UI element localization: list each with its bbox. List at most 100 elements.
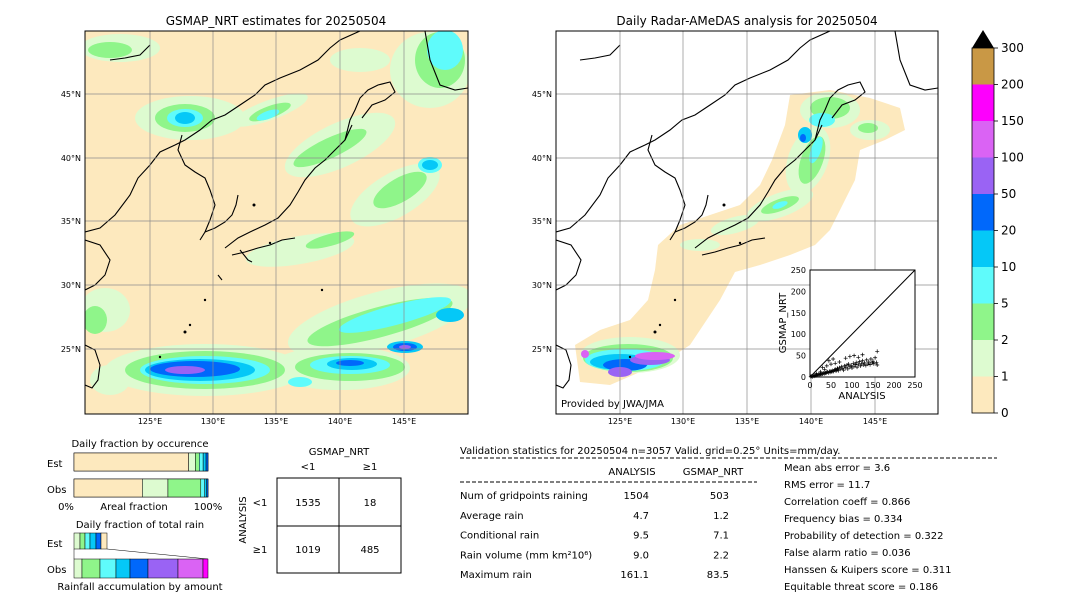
scatter-point bbox=[862, 360, 867, 365]
scatter-point bbox=[866, 360, 871, 365]
scatter-point bbox=[865, 362, 870, 367]
stats-score: Probability of detection = 0.322 bbox=[784, 531, 943, 542]
stats-rows: Num of gridpoints raining 1504 503 Average … bbox=[460, 491, 729, 581]
scatter-point bbox=[838, 367, 843, 372]
right-map-islands bbox=[628, 203, 742, 359]
occurrence-bar-segment bbox=[188, 452, 196, 472]
contingency-cell-01: 18 bbox=[364, 498, 377, 509]
right-map-lon-tick: 145°E bbox=[863, 417, 887, 426]
colorbar-segment bbox=[972, 48, 994, 85]
scatter-point bbox=[857, 359, 862, 364]
stats-row-gsmap: 503 bbox=[710, 491, 729, 502]
stats-row-label: Num of gridpoints raining bbox=[460, 491, 588, 502]
stats-row-label: Conditional rain bbox=[460, 531, 539, 542]
right-map-lat-tick: 25°N bbox=[532, 345, 552, 354]
colorbar-extend-arrow bbox=[972, 30, 994, 48]
occurrence-bar-segment bbox=[200, 478, 205, 498]
scatter-ytick: 200 bbox=[791, 287, 806, 296]
scatter-point bbox=[847, 354, 852, 359]
total-rain-row-obs: Obs bbox=[47, 565, 66, 576]
stats-row-gsmap: 7.1 bbox=[713, 531, 729, 542]
stats-row-gsmap: 1.2 bbox=[713, 511, 729, 522]
right-map-ticks: 45°N 40°N 35°N 30°N 25°N 125°E 130°E 135°E 140°E… bbox=[532, 90, 887, 426]
stats-row-label: Rain volume (mm km²10⁶) bbox=[460, 550, 592, 561]
occurrence-chart: Daily fraction by occurence Est Obs 0% A… bbox=[47, 439, 222, 513]
stats-score: Frequency bias = 0.334 bbox=[784, 514, 903, 525]
left-map-lon-tick: 135°E bbox=[264, 417, 288, 426]
scatter-point bbox=[875, 349, 880, 354]
scatter-ytick: 250 bbox=[791, 266, 806, 275]
occurrence-bar-segment bbox=[167, 478, 202, 498]
colorbar-segments bbox=[972, 48, 994, 413]
contingency-cell-11: 485 bbox=[360, 545, 379, 556]
left-map-lat-tick: 30°N bbox=[61, 281, 81, 290]
stats-score: Equitable threat score = 0.186 bbox=[784, 582, 938, 593]
colorbar-label: 50 bbox=[1001, 187, 1016, 201]
occurrence-bar-segment bbox=[205, 452, 209, 472]
colorbar-label: 5 bbox=[1001, 297, 1009, 311]
right-map-field bbox=[556, 31, 938, 414]
validation-stats: Validation statistics for 20250504 n=305… bbox=[460, 446, 997, 593]
stats-score: False alarm ratio = 0.036 bbox=[784, 548, 911, 559]
scatter-point bbox=[855, 365, 860, 370]
scatter-point bbox=[851, 361, 856, 366]
scatter-ytick: 150 bbox=[791, 309, 806, 318]
scatter-point bbox=[861, 363, 866, 368]
map-credit: Provided by JWA/JMA bbox=[561, 399, 664, 410]
scatter-point bbox=[831, 357, 836, 362]
occurrence-bar-zero bbox=[73, 478, 143, 498]
colorbar-segment bbox=[972, 230, 994, 267]
scatter-point bbox=[868, 357, 873, 362]
left-map-lon-tick: 145°E bbox=[392, 417, 416, 426]
right-map-lon-tick: 130°E bbox=[671, 417, 695, 426]
right-map-frame bbox=[555, 30, 939, 415]
stats-row-gsmap: 83.5 bbox=[707, 570, 729, 581]
total-rain-row-est: Est bbox=[47, 539, 63, 550]
contingency-row-axis: ANALYSIS bbox=[238, 496, 249, 543]
stats-row-analysis: 4.7 bbox=[633, 511, 649, 522]
stats-score: Correlation coeff = 0.866 bbox=[784, 497, 910, 508]
occurrence-xtick-100: 100% bbox=[194, 502, 223, 513]
scatter-xtick: 200 bbox=[886, 381, 901, 390]
scatter-point bbox=[837, 365, 842, 370]
scatter-point bbox=[814, 371, 819, 376]
contingency-cell-00: 1535 bbox=[295, 498, 320, 509]
occurrence-row-est: Est bbox=[47, 459, 63, 470]
total-rain-chart: Daily fraction of total rain Est Obs Rai… bbox=[47, 520, 223, 593]
occurrence-bar-segment bbox=[204, 478, 207, 498]
total-rain-bar-obs bbox=[73, 558, 209, 579]
stats-score: Hanssen & Kuipers score = 0.311 bbox=[784, 565, 951, 576]
colorbar-segment bbox=[972, 84, 994, 121]
scatter-ylabel: GSMAP_NRT bbox=[778, 292, 789, 353]
contingency-cell-10: 1019 bbox=[295, 545, 320, 556]
scatter-point bbox=[843, 365, 848, 370]
colorbar-segment bbox=[972, 376, 994, 413]
left-map-lat-tick: 40°N bbox=[61, 154, 81, 163]
stats-score: RMS error = 11.7 bbox=[784, 480, 870, 491]
stats-col-gsmap: GSMAP_NRT bbox=[683, 467, 744, 478]
stats-row-analysis: 9.0 bbox=[633, 550, 649, 561]
colorbar-segment bbox=[972, 340, 994, 377]
scatter-xtick: 150 bbox=[865, 381, 880, 390]
stats-row-analysis: 1504 bbox=[624, 491, 649, 502]
scatter-point bbox=[835, 366, 840, 371]
colorbar-label: 150 bbox=[1001, 114, 1024, 128]
occurrence-xlabel: Areal fraction bbox=[100, 502, 167, 513]
scatter-point bbox=[854, 360, 859, 365]
scatter-point bbox=[873, 355, 878, 360]
scatter-point bbox=[820, 365, 825, 370]
scatter-point bbox=[860, 352, 865, 357]
scatter-point bbox=[822, 367, 827, 372]
occurrence-bar-segment bbox=[202, 452, 207, 472]
scatter-point bbox=[843, 356, 848, 361]
colorbar-label: 100 bbox=[1001, 151, 1024, 165]
stats-row-label: Average rain bbox=[460, 511, 524, 522]
scatter-point bbox=[856, 362, 861, 367]
scatter-point bbox=[840, 366, 845, 371]
stats-score: Mean abs error = 3.6 bbox=[784, 463, 890, 474]
stats-title: Validation statistics for 20250504 n=305… bbox=[460, 446, 840, 457]
left-map: GSMAP_NRT estimates for 20250504 bbox=[61, 14, 469, 426]
right-map-lat-tick: 35°N bbox=[532, 217, 552, 226]
colorbar-labels: 0 1 2 5 10 20 50 100 150 200 300 bbox=[994, 41, 1024, 420]
right-map-lon-tick: 135°E bbox=[735, 417, 759, 426]
